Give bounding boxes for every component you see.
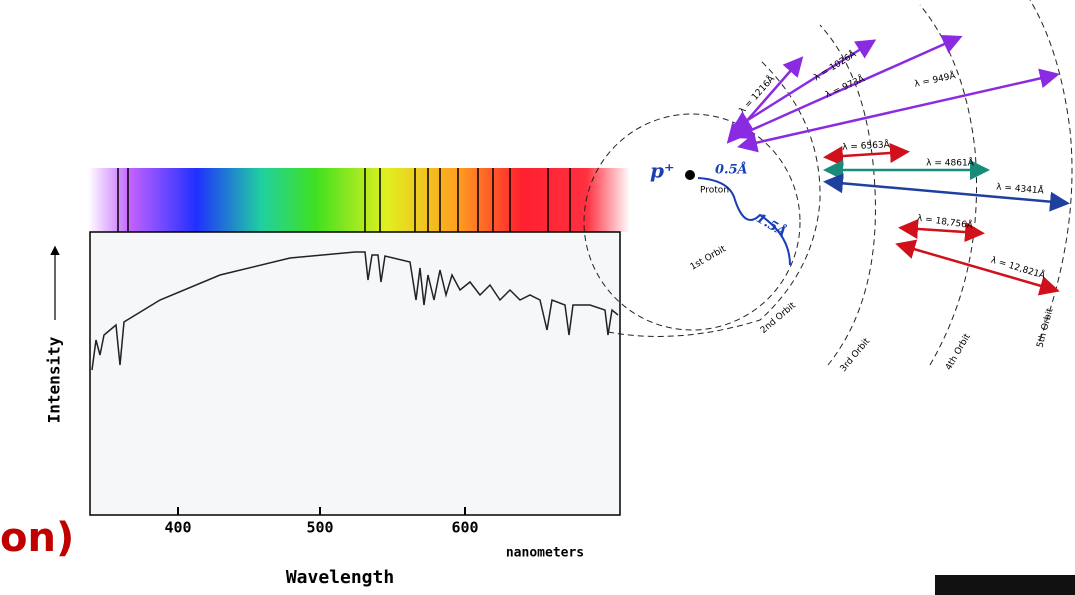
- proton: [685, 170, 695, 180]
- spectrum-bar: [88, 168, 630, 232]
- spectrum-curve: [91, 251, 619, 371]
- x-tick-label: 500: [306, 519, 333, 537]
- plot-frame: [89, 231, 621, 516]
- transition-label: λ = 12,821Å: [989, 254, 1047, 282]
- transition-arrow: [737, 68, 1060, 153]
- orbit-label: 3rd Orbit: [839, 336, 873, 374]
- spectrum-figure: 400 500 600 nanometers Wavelength Intens…: [45, 160, 632, 595]
- transition-arrow: [823, 173, 1070, 212]
- y-axis-label: Intensity: [45, 336, 64, 423]
- orbit-label: 1st Orbit: [689, 244, 728, 273]
- corner-block: [935, 575, 1075, 595]
- transition-arrow: [895, 239, 1060, 296]
- transition-label: λ = 949Å: [913, 69, 957, 90]
- proton-label: Proton: [700, 186, 729, 196]
- orbit-label: 2nd Orbit: [759, 301, 798, 336]
- transition-label: λ = 1026Å: [811, 47, 858, 83]
- transition-arrow: [726, 56, 804, 144]
- x-tick-label: 400: [164, 519, 191, 537]
- transition-label: λ = 4861Å: [926, 157, 974, 169]
- unit-label: nanometers: [506, 546, 584, 561]
- x-tick-label: 600: [451, 519, 478, 537]
- radius-brace: [697, 177, 791, 266]
- transition-arrow: [823, 142, 910, 167]
- radius-label: 0.5Å: [715, 162, 748, 178]
- transition-arrow: [898, 218, 985, 243]
- proton-symbol: p⁺: [650, 159, 675, 183]
- transition-label: λ = 4341Å: [996, 180, 1045, 196]
- orbit-label: 4th Orbit: [944, 332, 973, 372]
- transition-label: λ = 6563Å: [842, 138, 891, 153]
- x-ticks: [177, 507, 466, 515]
- orbit-label: 5th Orbit: [1035, 307, 1055, 349]
- x-axis-label: Wavelength: [286, 567, 394, 588]
- absorption-lines: [117, 168, 571, 232]
- radius-label: 1.5Å: [753, 210, 789, 240]
- slide-title-fragment: on): [0, 515, 74, 561]
- transition-label: λ = 973Å: [823, 72, 867, 100]
